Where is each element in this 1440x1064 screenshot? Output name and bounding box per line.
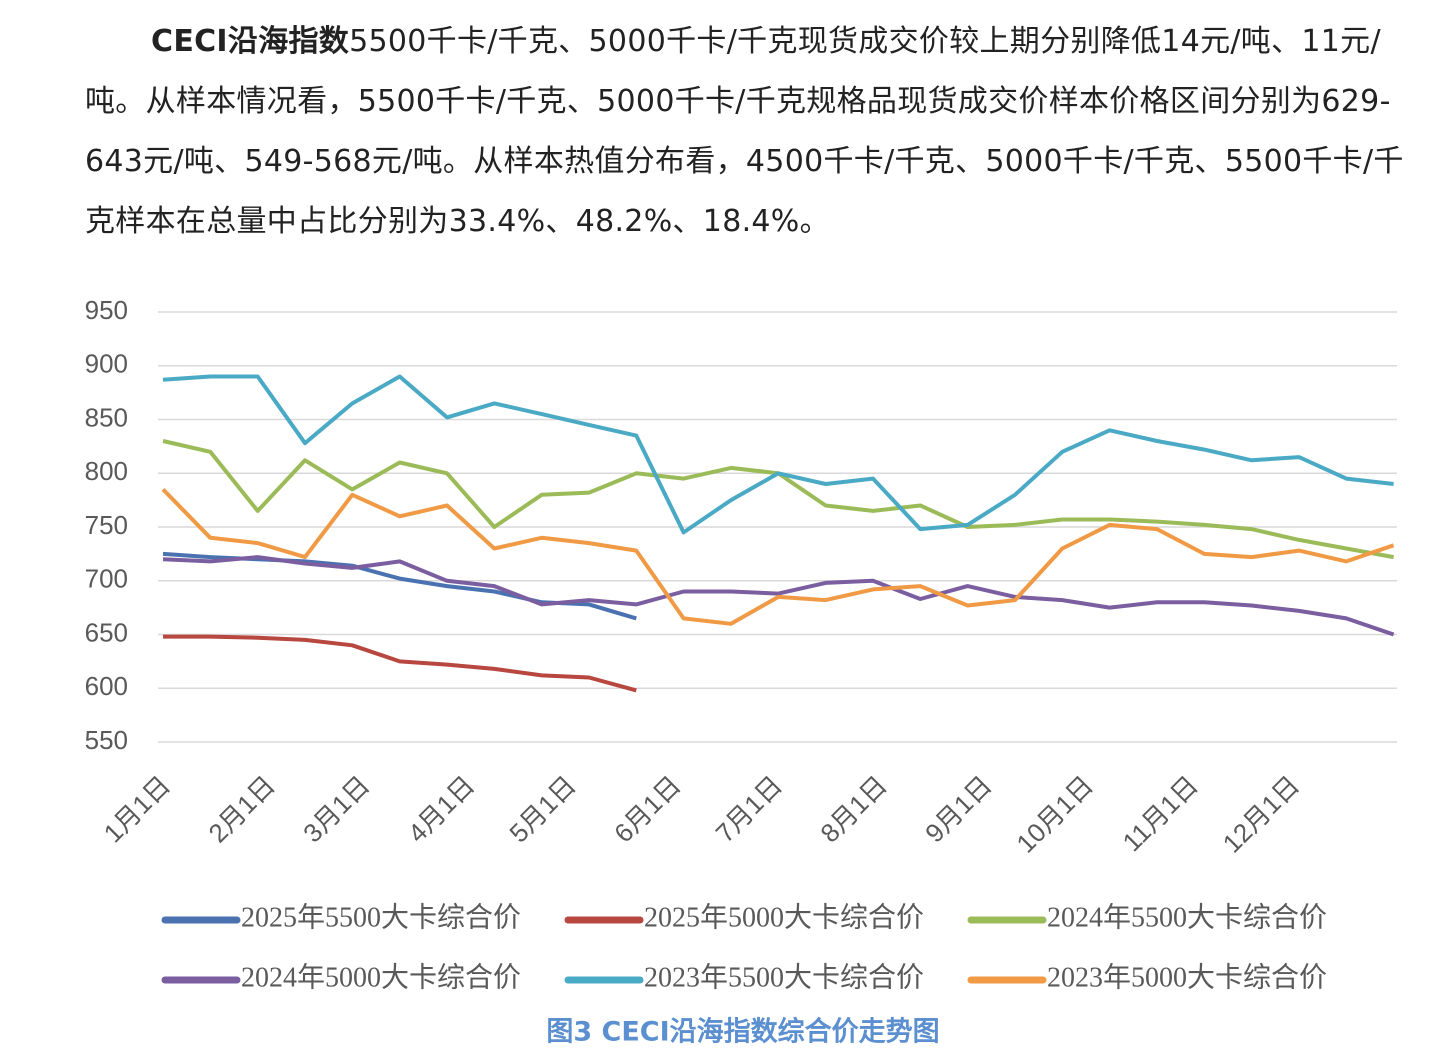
y-tick-label: 700: [85, 564, 128, 594]
series-line: [163, 634, 637, 693]
paragraph: CECI沿海指数5500千卡/千克、5000千卡/千克现货成交价较上期分别降低1…: [85, 12, 1407, 252]
legend-label: 2025年5500大卡综合价: [241, 901, 521, 933]
y-tick-label: 600: [85, 671, 128, 701]
y-tick-label: 900: [85, 349, 128, 379]
y-tick-label: 550: [85, 725, 128, 755]
x-tick-label: 8月1日: [814, 770, 892, 848]
y-tick-label: 800: [85, 456, 128, 486]
x-tick-label: 6月1日: [608, 770, 686, 848]
x-tick-label: 3月1日: [297, 770, 375, 848]
x-tick-label: 12月1日: [1217, 770, 1306, 859]
series-line: [162, 555, 1395, 637]
paragraph-text: 5500千卡/千克、5000千卡/千克现货成交价较上期分别降低14元/吨、11元…: [85, 24, 1404, 239]
legend-label: 2023年5000大卡综合价: [1047, 961, 1327, 993]
x-tick-label: 9月1日: [919, 770, 997, 848]
legend-label: 2023年5500大卡综合价: [644, 961, 924, 993]
legend-label: 2024年5000大卡综合价: [241, 961, 521, 993]
series-line: [162, 374, 1394, 535]
x-tick-label: 2月1日: [202, 770, 280, 848]
legend-label: 2025年5000大卡综合价: [644, 901, 924, 933]
x-tick-label: 7月1日: [710, 770, 788, 848]
chart-caption: 图3 CECI沿海指数综合价走势图: [546, 1016, 939, 1048]
series-line: [162, 551, 637, 621]
legend-label: 2024年5500大卡综合价: [1047, 901, 1327, 933]
y-tick-label: 850: [85, 402, 128, 432]
x-tick-label: 1月1日: [98, 770, 176, 848]
x-tick-label: 4月1日: [402, 770, 480, 848]
y-tick-label: 950: [85, 295, 128, 325]
series-line: [161, 488, 1395, 626]
x-tick-label: 5月1日: [503, 770, 581, 848]
y-tick-label: 750: [85, 510, 128, 540]
bold-lead: CECI沿海指数: [151, 24, 350, 59]
x-tick-label: 10月1日: [1010, 770, 1099, 859]
x-tick-label: 11月1日: [1117, 770, 1204, 857]
y-tick-label: 650: [85, 617, 128, 647]
